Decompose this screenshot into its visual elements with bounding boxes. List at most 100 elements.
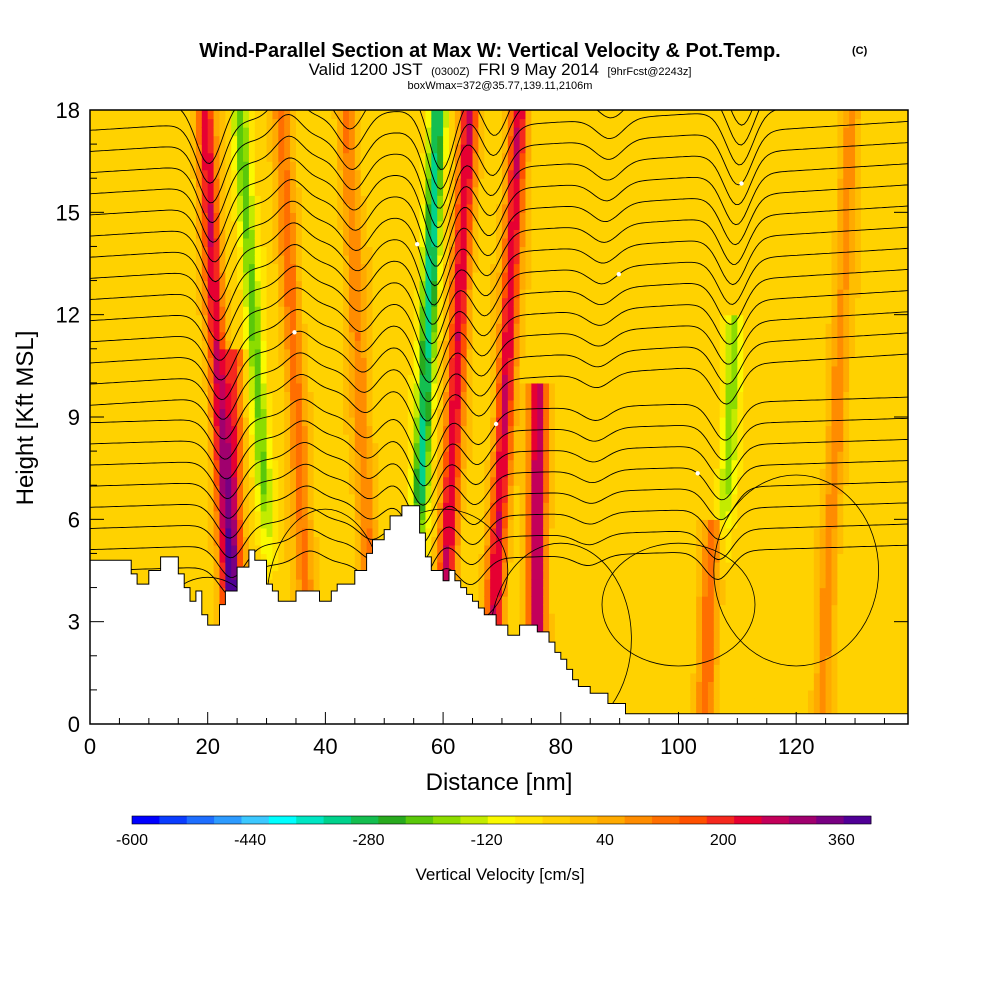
velocity-cell — [225, 417, 232, 427]
velocity-cell — [354, 186, 362, 196]
velocity-cell — [307, 323, 315, 333]
velocity-cell — [113, 493, 121, 503]
velocity-cell — [454, 476, 462, 486]
velocity-cell — [325, 135, 332, 145]
velocity-cell — [466, 280, 474, 290]
velocity-cell — [160, 135, 168, 145]
velocity-cell — [443, 425, 450, 435]
velocity-cell — [454, 391, 462, 401]
velocity-cell — [113, 434, 121, 444]
velocity-cell — [131, 152, 138, 162]
velocity-cell — [272, 263, 279, 273]
velocity-cell — [331, 289, 338, 299]
velocity-cell — [419, 331, 427, 341]
velocity-cell — [160, 203, 168, 213]
velocity-cell — [154, 459, 162, 469]
velocity-cell — [154, 263, 162, 273]
velocity-cell — [307, 536, 315, 546]
velocity-cell — [243, 152, 250, 162]
velocity-cell — [478, 144, 485, 154]
velocity-cell — [166, 382, 173, 393]
velocity-cell — [219, 220, 226, 230]
velocity-cell — [243, 127, 250, 137]
velocity-cell — [101, 382, 109, 393]
velocity-cell — [378, 203, 385, 213]
velocity-cell — [119, 144, 126, 154]
velocity-cell — [372, 510, 379, 520]
velocity-cell — [407, 306, 415, 316]
velocity-cell — [125, 161, 132, 171]
velocity-cell — [160, 118, 168, 128]
velocity-cell — [472, 579, 479, 589]
velocity-cell — [478, 314, 485, 324]
velocity-cell — [478, 536, 485, 546]
velocity-cell — [490, 135, 497, 145]
velocity-cell — [466, 110, 474, 120]
velocity-cell — [131, 169, 138, 179]
velocity-cell — [178, 340, 185, 350]
velocity-cell — [331, 527, 338, 537]
velocity-cell — [472, 212, 479, 222]
velocity-cell — [125, 527, 132, 537]
velocity-cell — [213, 323, 221, 333]
velocity-cell — [354, 110, 362, 120]
velocity-cell — [125, 408, 132, 418]
velocity-cell — [460, 246, 468, 256]
velocity-cell — [484, 536, 491, 546]
velocity-cell — [172, 536, 179, 546]
velocity-cell — [484, 110, 491, 120]
velocity-cell — [472, 587, 479, 597]
velocity-cell — [101, 331, 109, 341]
velocity-cell — [366, 135, 374, 145]
velocity-cell — [425, 110, 432, 120]
velocity-cell — [207, 331, 215, 341]
velocity-cell — [454, 417, 462, 427]
velocity-cell — [372, 127, 379, 137]
velocity-cell — [454, 118, 462, 128]
velocity-cell — [195, 408, 203, 418]
velocity-cell — [301, 425, 309, 435]
velocity-cell — [448, 280, 456, 290]
velocity-cell — [401, 263, 409, 273]
velocity-cell — [213, 127, 221, 137]
velocity-cell — [484, 434, 491, 444]
velocity-cell — [137, 169, 144, 179]
velocity-cell — [160, 280, 168, 290]
velocity-cell — [137, 570, 144, 580]
velocity-cell — [178, 161, 185, 171]
velocity-cell — [307, 127, 315, 137]
velocity-cell — [272, 314, 279, 324]
velocity-cell — [325, 596, 332, 606]
velocity-cell — [396, 280, 403, 290]
velocity-cell — [119, 118, 126, 128]
velocity-cell — [148, 186, 156, 196]
velocity-cell — [413, 417, 421, 427]
velocity-cell — [219, 468, 226, 478]
velocity-cell — [443, 178, 450, 188]
velocity-cell — [348, 493, 356, 503]
velocity-cell — [113, 476, 121, 486]
velocity-cell — [195, 527, 203, 537]
velocity-cell — [231, 476, 238, 486]
velocity-cell — [231, 451, 238, 461]
velocity-cell — [284, 297, 291, 307]
velocity-cell — [272, 169, 279, 179]
velocity-cell — [90, 152, 97, 162]
velocity-cell — [425, 169, 432, 179]
velocity-cell — [119, 399, 126, 410]
velocity-cell — [343, 203, 350, 213]
velocity-cell — [295, 519, 303, 529]
velocity-cell — [301, 297, 309, 307]
velocity-cell — [396, 365, 403, 375]
velocity-cell — [478, 527, 485, 537]
velocity-cell — [272, 254, 279, 265]
velocity-cell — [454, 178, 462, 188]
velocity-cell — [366, 127, 374, 137]
velocity-cell — [384, 382, 391, 393]
velocity-cell — [372, 289, 379, 299]
velocity-cell — [101, 348, 109, 358]
velocity-cell — [431, 417, 438, 427]
velocity-cell — [325, 314, 332, 324]
velocity-cell — [413, 186, 421, 196]
velocity-cell — [219, 391, 226, 401]
